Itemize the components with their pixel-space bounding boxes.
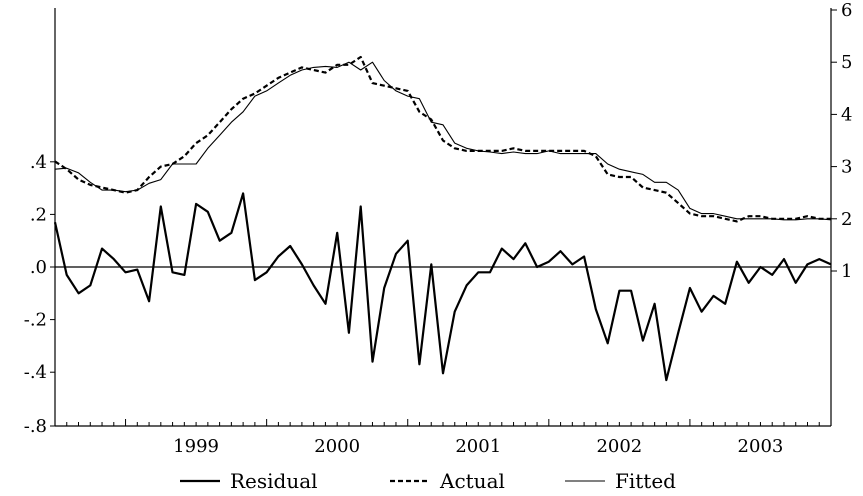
right-axis: 6 5 4 3 2 1	[831, 0, 852, 282]
right-tick-label: 3	[841, 157, 852, 178]
series-group	[53, 55, 832, 382]
right-tick-label: 2	[841, 209, 852, 230]
left-tick-label: .0	[30, 257, 47, 278]
x-tick-label: 2002	[596, 436, 642, 457]
x-axis: 1999 2000 2001 2002 2003	[54, 419, 832, 457]
right-tick-label: 1	[841, 261, 852, 282]
left-tick-label: -.2	[24, 310, 47, 331]
right-tick-label: 6	[841, 0, 852, 21]
x-tick-label: 2003	[738, 436, 784, 457]
right-tick-label: 4	[841, 104, 852, 125]
legend-label-actual: Actual	[439, 469, 505, 492]
legend-label-residual: Residual	[230, 469, 318, 492]
series-line-residual	[53, 192, 832, 382]
x-tick-label: 2000	[314, 436, 360, 457]
series-line-fitted	[54, 61, 832, 221]
left-axis: .4 .2 .0 -.2 -.4 -.8	[24, 152, 55, 437]
left-tick-label: -.4	[24, 362, 47, 383]
left-tick-label: .4	[30, 152, 47, 173]
legend-label-fitted: Fitted	[615, 469, 676, 492]
left-tick-label: -.8	[24, 416, 47, 437]
right-tick-label: 5	[841, 52, 852, 73]
x-tick-label: 2001	[455, 436, 501, 457]
x-tick-label: 1999	[173, 436, 219, 457]
left-tick-label: .2	[30, 204, 47, 225]
legend: Residual Actual Fitted	[180, 469, 676, 493]
series-line-actual	[54, 55, 831, 223]
